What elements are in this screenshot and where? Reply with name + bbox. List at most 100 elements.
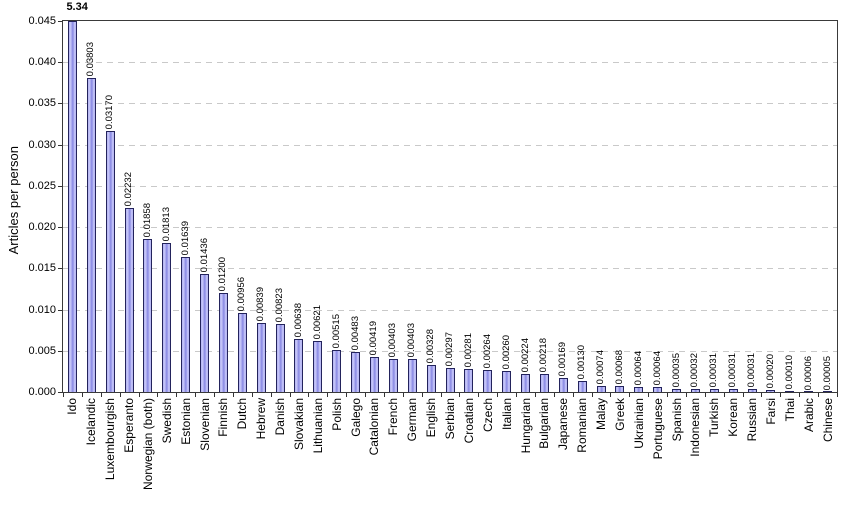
- bar: [181, 257, 191, 392]
- bar-value-label: 0.00224: [519, 337, 531, 372]
- x-tick-mark: [176, 393, 178, 397]
- bar-value-label: 0.00031: [746, 352, 758, 387]
- x-tick-label: Estonian: [178, 398, 193, 445]
- x-tick-label: Croatian: [461, 398, 476, 444]
- y-tick-label: 0.040: [28, 56, 56, 69]
- x-tick-label: Hungarian: [518, 398, 533, 454]
- bar-value-label: 0.00031: [727, 352, 739, 387]
- bar: [388, 359, 398, 392]
- bar: [596, 386, 606, 392]
- x-tick-mark: [251, 393, 253, 397]
- x-tick-mark: [704, 393, 706, 397]
- y-tick-label: 0.030: [28, 138, 56, 151]
- x-tick-mark: [629, 393, 631, 397]
- bar-value-label: 0.03170: [104, 94, 116, 129]
- bar-value-label: 0.00064: [632, 350, 644, 385]
- bar: [672, 389, 682, 392]
- x-tick-mark: [232, 393, 234, 397]
- x-tick-label: Czech: [480, 398, 495, 433]
- bar-value-label: 0.00130: [576, 344, 588, 379]
- bar-value-label: 0.00035: [670, 352, 682, 387]
- bar: [313, 341, 323, 392]
- x-tick-label: Norwegian (both): [140, 398, 155, 491]
- bar: [407, 359, 417, 392]
- x-tick-label: Ido: [65, 398, 80, 415]
- x-tick-label: Turkish: [707, 398, 722, 437]
- bar-value-label: 0.03803: [85, 41, 97, 76]
- gridline: [63, 103, 837, 105]
- x-tick-label: Greek: [612, 398, 627, 431]
- bar: [445, 368, 455, 392]
- x-tick-mark: [516, 393, 518, 397]
- y-tick-mark: [58, 21, 62, 22]
- x-tick-mark: [837, 393, 838, 397]
- bar: [143, 239, 153, 392]
- y-tick-label: 0.000: [28, 386, 56, 398]
- x-tick-label: Polish: [329, 398, 344, 431]
- y-tick-mark: [58, 268, 62, 270]
- bar-value-label: 0.00515: [330, 313, 342, 348]
- bar: [804, 391, 814, 392]
- bar-value-label: 0.00064: [651, 350, 663, 385]
- bar: [162, 243, 172, 392]
- bar-value-label: 0.00823: [274, 287, 286, 322]
- x-tick-mark: [610, 393, 612, 397]
- bar: [256, 323, 266, 392]
- x-tick-label: Danish: [273, 398, 288, 436]
- bar: [558, 378, 568, 392]
- bar: [369, 357, 379, 392]
- bar: [275, 324, 285, 392]
- x-tick-mark: [119, 393, 121, 397]
- x-tick-label: Farsi: [763, 398, 778, 425]
- bar: [747, 389, 757, 392]
- x-tick-label: Dutch: [235, 398, 250, 430]
- x-tick-mark: [81, 393, 83, 397]
- bar: [426, 365, 436, 392]
- y-tick-label: 0.035: [28, 97, 56, 110]
- bar-value-label: 0.00621: [311, 304, 323, 339]
- x-tick-mark: [648, 393, 650, 397]
- plot-area: [62, 20, 838, 393]
- x-tick-label: Portuguese: [650, 398, 665, 460]
- x-tick-mark: [100, 393, 102, 397]
- bar: [690, 389, 700, 392]
- gridline: [63, 144, 837, 146]
- bar: [823, 391, 833, 392]
- bar: [728, 389, 738, 392]
- bar-value-label: 0.00264: [481, 333, 493, 368]
- x-tick-label: Esperanto: [122, 398, 137, 453]
- bar-value-label: 0.00839: [255, 286, 267, 321]
- x-tick-mark: [346, 393, 348, 397]
- x-tick-mark: [157, 393, 159, 397]
- x-tick-mark: [553, 393, 555, 397]
- x-tick-mark: [742, 393, 744, 397]
- x-tick-mark: [383, 393, 385, 397]
- bar-value-label: 0.00010: [783, 354, 795, 389]
- x-tick-label: Lithuanian: [310, 398, 325, 454]
- x-tick-mark: [591, 393, 593, 397]
- gridline: [63, 185, 837, 187]
- x-tick-mark: [685, 393, 687, 397]
- bar: [294, 339, 304, 392]
- x-tick-mark: [421, 393, 423, 397]
- gridline: [63, 62, 837, 64]
- bar-value-label: 0.00006: [802, 355, 814, 390]
- y-tick-label: 0.020: [28, 221, 56, 234]
- x-tick-mark: [478, 393, 480, 397]
- x-tick-label: English: [424, 398, 439, 438]
- bar-value-label: 0.00281: [462, 332, 474, 367]
- y-tick-mark: [58, 227, 62, 229]
- x-tick-label: Japanese: [556, 398, 571, 451]
- bar-value-label: 0.00068: [613, 349, 625, 384]
- x-tick-label: Indonesian: [688, 398, 703, 457]
- x-tick-label: Romanian: [575, 398, 590, 453]
- y-tick-mark: [58, 103, 62, 105]
- x-tick-mark: [534, 393, 536, 397]
- x-tick-mark: [195, 393, 197, 397]
- y-tick-mark: [58, 185, 62, 187]
- bar-value-label: 0.01813: [160, 206, 172, 241]
- x-tick-label: Icelandic: [84, 398, 99, 446]
- bar-value-label: 0.00419: [368, 320, 380, 355]
- bar-value-label: 0.00403: [406, 322, 418, 357]
